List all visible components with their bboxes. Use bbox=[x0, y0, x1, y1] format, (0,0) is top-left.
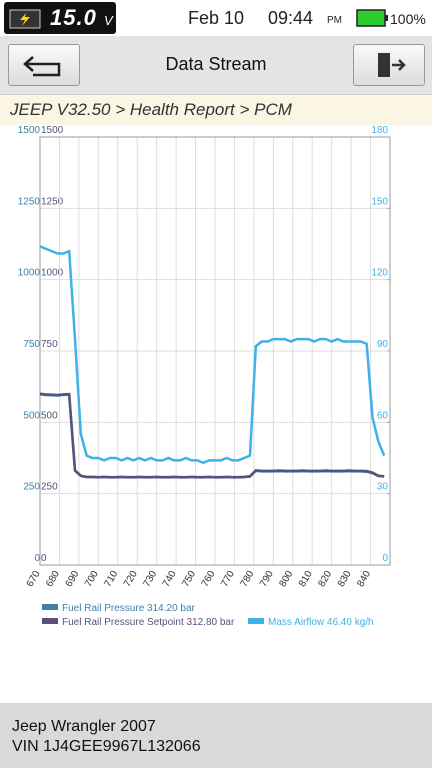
battery-icon bbox=[9, 9, 41, 29]
battery-level: 100% bbox=[390, 11, 426, 27]
title: Data Stream bbox=[165, 54, 267, 74]
voltage-box: 15.0 V bbox=[4, 2, 116, 34]
legend-swatch bbox=[42, 618, 58, 624]
legend-swatch bbox=[248, 618, 264, 624]
x-tick-label: 710 bbox=[103, 569, 121, 589]
y2-tick-label: 150 bbox=[371, 196, 388, 207]
voltage-unit: V bbox=[104, 13, 113, 28]
voltage: 15.0 bbox=[50, 5, 97, 30]
x-tick-label: 760 bbox=[200, 569, 218, 589]
y-tick-label: 1250 bbox=[41, 196, 64, 207]
y2-tick-label: 120 bbox=[371, 268, 388, 279]
ampm: PM bbox=[327, 15, 342, 26]
x-tick-label: 840 bbox=[355, 569, 373, 589]
x-tick-label: 740 bbox=[161, 569, 179, 589]
x-tick-label: 750 bbox=[180, 569, 198, 589]
legend-label: Fuel Rail Pressure Setpoint 312.80 bar bbox=[62, 617, 235, 628]
y-tick-label: 1250 bbox=[18, 196, 41, 207]
series-line bbox=[39, 392, 385, 479]
x-tick-label: 680 bbox=[44, 569, 62, 589]
y-tick-label: 0 bbox=[41, 553, 47, 564]
x-tick-label: 800 bbox=[278, 569, 296, 589]
y-tick-label: 1500 bbox=[41, 125, 64, 136]
y-tick-label: 0 bbox=[34, 553, 40, 564]
status-bar: 15.0 V Feb 10 09:44 PM 100% bbox=[0, 0, 432, 36]
y-tick-label: 750 bbox=[41, 339, 58, 350]
breadcrumb: JEEP V32.50 > Health Report > PCM bbox=[0, 95, 432, 125]
x-tick-label: 810 bbox=[297, 569, 315, 589]
y2-tick-label: 60 bbox=[377, 410, 389, 421]
battery bbox=[356, 9, 388, 27]
exit-button[interactable] bbox=[353, 44, 425, 86]
x-tick-label: 780 bbox=[239, 569, 257, 589]
x-tick-label: 730 bbox=[141, 569, 159, 589]
y-tick-label: 500 bbox=[41, 410, 58, 421]
y-tick-label: 1500 bbox=[18, 125, 41, 136]
y2-tick-label: 0 bbox=[382, 553, 388, 564]
y2-tick-label: 90 bbox=[377, 339, 389, 350]
y-tick-label: 1000 bbox=[41, 268, 64, 279]
vin: VIN 1J4GEE9967L132066 bbox=[12, 738, 201, 755]
y-tick-label: 1000 bbox=[18, 268, 41, 279]
y-tick-label: 250 bbox=[41, 482, 58, 493]
legend-label: Mass Airflow 46.40 kg/h bbox=[268, 617, 374, 628]
series-line bbox=[39, 245, 386, 465]
x-tick-label: 690 bbox=[64, 569, 82, 589]
legend-swatch bbox=[42, 604, 58, 610]
series-line bbox=[39, 393, 385, 479]
x-tick-label: 700 bbox=[83, 569, 101, 589]
y2-tick-label: 30 bbox=[377, 482, 389, 493]
plot-frame bbox=[39, 136, 391, 566]
vehicle: Jeep Wrangler 2007 bbox=[12, 718, 156, 735]
x-tick-label: 820 bbox=[316, 569, 334, 589]
y-tick-label: 500 bbox=[23, 410, 40, 421]
x-tick-label: 670 bbox=[25, 569, 43, 589]
y2-tick-label: 180 bbox=[371, 125, 388, 136]
back-icon bbox=[23, 56, 61, 77]
y-tick-label: 750 bbox=[23, 339, 40, 350]
y-tick-label: 250 bbox=[23, 482, 40, 493]
x-tick-label: 830 bbox=[336, 569, 354, 589]
date: Feb 10 bbox=[188, 8, 245, 28]
footer: Jeep Wrangler 2007 VIN 1J4GEE9967L132066 bbox=[0, 703, 432, 768]
x-tick-label: 720 bbox=[122, 569, 140, 589]
header: Data Stream bbox=[0, 36, 432, 95]
x-tick-label: 770 bbox=[219, 569, 237, 589]
time: 09:44 bbox=[268, 8, 314, 28]
legend-label: Fuel Rail Pressure 314.20 bar bbox=[62, 603, 196, 614]
x-tick-label: 790 bbox=[258, 569, 276, 589]
exit-icon bbox=[378, 53, 406, 77]
back-button[interactable] bbox=[8, 44, 80, 86]
